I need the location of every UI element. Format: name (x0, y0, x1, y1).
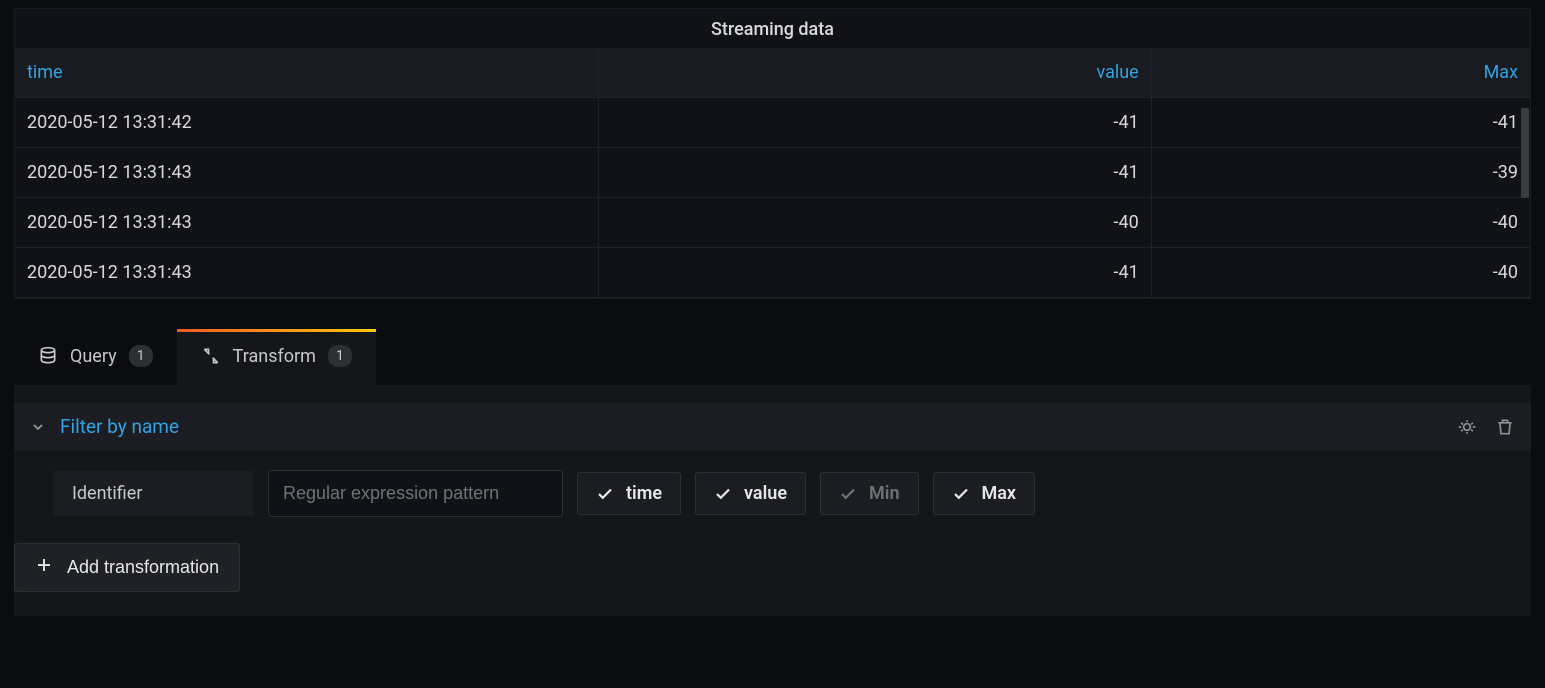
tab-query-label: Query (70, 346, 117, 367)
cell-time: 2020-05-12 13:31:42 (15, 98, 598, 148)
check-icon (952, 485, 970, 503)
tab-query-badge: 1 (129, 345, 153, 367)
tab-query[interactable]: Query 1 (14, 329, 177, 385)
column-header-value[interactable]: value (598, 48, 1151, 98)
panel-title: Streaming data (15, 9, 1530, 48)
field-chip-label: Min (869, 483, 899, 504)
transform-title: Filter by name (60, 415, 1443, 438)
field-chip-label: time (626, 483, 662, 504)
cell-max: -39 (1151, 148, 1530, 198)
check-icon (596, 485, 614, 503)
field-chip-label: Max (982, 483, 1017, 504)
table-row: 2020-05-12 13:31:43 -41 -39 (15, 148, 1530, 198)
chevron-down-icon (30, 419, 46, 435)
table-row: 2020-05-12 13:31:43 -40 -40 (15, 198, 1530, 248)
cell-time: 2020-05-12 13:31:43 (15, 148, 598, 198)
plus-icon (35, 556, 53, 579)
transform-header[interactable]: Filter by name (14, 403, 1531, 450)
transform-section: Filter by name Identifier time (14, 385, 1531, 616)
field-chip-time[interactable]: time (577, 472, 681, 515)
cell-value: -41 (598, 248, 1151, 298)
cell-time: 2020-05-12 13:31:43 (15, 248, 598, 298)
table-row: 2020-05-12 13:31:43 -41 -40 (15, 248, 1530, 298)
cell-value: -40 (598, 198, 1151, 248)
field-chip-max[interactable]: Max (933, 472, 1036, 515)
trash-icon[interactable] (1495, 417, 1515, 437)
debug-icon[interactable] (1457, 417, 1477, 437)
scrollbar[interactable] (1521, 108, 1529, 198)
field-chip-label: value (744, 483, 787, 504)
data-table: time value Max 2020-05-12 13:31:42 -41 -… (15, 48, 1530, 298)
table-row: 2020-05-12 13:31:42 -41 -41 (15, 98, 1530, 148)
editor-tabs: Query 1 Transform 1 (14, 329, 1531, 385)
field-chip-min[interactable]: Min (820, 472, 918, 515)
tab-transform-label: Transform (233, 346, 316, 367)
tab-transform[interactable]: Transform 1 (177, 329, 376, 385)
streaming-data-panel: Streaming data time value Max 2020-05-12… (14, 8, 1531, 299)
cell-value: -41 (598, 98, 1151, 148)
cell-time: 2020-05-12 13:31:43 (15, 198, 598, 248)
cell-value: -41 (598, 148, 1151, 198)
add-transformation-label: Add transformation (67, 557, 219, 578)
add-transformation-button[interactable]: Add transformation (14, 543, 240, 592)
check-icon (839, 485, 857, 503)
tab-transform-badge: 1 (328, 345, 352, 367)
database-icon (38, 346, 58, 366)
transform-icon (201, 346, 221, 366)
check-icon (714, 485, 732, 503)
filter-row: Identifier time value Min Max (14, 470, 1531, 517)
field-chip-value[interactable]: value (695, 472, 806, 515)
cell-max: -40 (1151, 248, 1530, 298)
cell-max: -41 (1151, 98, 1530, 148)
cell-max: -40 (1151, 198, 1530, 248)
column-header-time[interactable]: time (15, 48, 598, 98)
regex-input[interactable] (268, 470, 563, 517)
identifier-label: Identifier (54, 471, 254, 516)
column-header-max[interactable]: Max (1151, 48, 1530, 98)
